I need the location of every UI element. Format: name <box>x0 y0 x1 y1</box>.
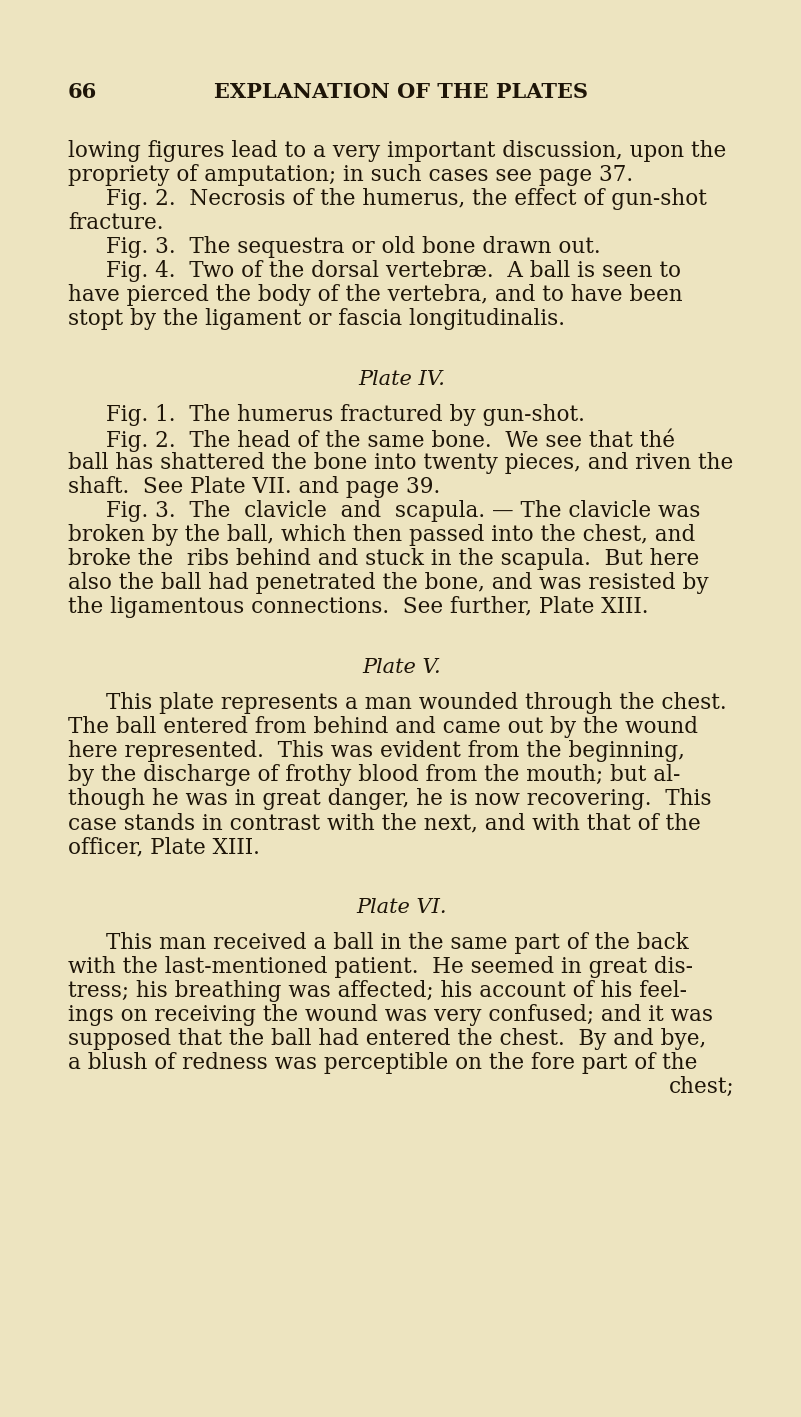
Text: here represented.  This was evident from the beginning,: here represented. This was evident from … <box>68 740 685 762</box>
Text: lowing figures lead to a very important discussion, upon the: lowing figures lead to a very important … <box>68 140 727 162</box>
Text: the ligamentous connections.  See further, Plate XIII.: the ligamentous connections. See further… <box>68 597 649 618</box>
Text: supposed that the ball had entered the chest.  By and bye,: supposed that the ball had entered the c… <box>68 1027 706 1050</box>
Text: ball has shattered the bone into twenty pieces, and riven the: ball has shattered the bone into twenty … <box>68 452 733 475</box>
Text: chest;: chest; <box>670 1076 735 1098</box>
Text: Plate IV.: Plate IV. <box>358 370 445 390</box>
Text: Plate V.: Plate V. <box>362 657 441 677</box>
Text: by the discharge of frothy blood from the mouth; but al-: by the discharge of frothy blood from th… <box>68 764 680 786</box>
Text: shaft.  See Plate VII. and page 39.: shaft. See Plate VII. and page 39. <box>68 476 441 497</box>
Text: This plate represents a man wounded through the chest.: This plate represents a man wounded thro… <box>106 691 727 714</box>
Text: 66: 66 <box>68 82 97 102</box>
Text: EXPLANATION OF THE PLATES: EXPLANATION OF THE PLATES <box>215 82 589 102</box>
Text: Fig. 3.  The  clavicle  and  scapula. — The clavicle was: Fig. 3. The clavicle and scapula. — The … <box>106 500 700 521</box>
Text: broken by the ball, which then passed into the chest, and: broken by the ball, which then passed in… <box>68 524 695 546</box>
Text: ings on receiving the wound was very confused; and it was: ings on receiving the wound was very con… <box>68 1005 713 1026</box>
Text: also the ball had penetrated the bone, and was resisted by: also the ball had penetrated the bone, a… <box>68 572 709 594</box>
Text: a blush of redness was perceptible on the fore part of the: a blush of redness was perceptible on th… <box>68 1051 698 1074</box>
Text: Fig. 2.  The head of the same bone.  We see that thé: Fig. 2. The head of the same bone. We se… <box>106 428 675 452</box>
Text: tress; his breathing was affected; his account of his feel-: tress; his breathing was affected; his a… <box>68 981 687 1002</box>
Text: This man received a ball in the same part of the back: This man received a ball in the same par… <box>106 932 689 954</box>
Text: fracture.: fracture. <box>68 213 163 234</box>
Text: broke the  ribs behind and stuck in the scapula.  But here: broke the ribs behind and stuck in the s… <box>68 548 699 570</box>
Text: with the last-mentioned patient.  He seemed in great dis-: with the last-mentioned patient. He seem… <box>68 956 693 978</box>
Text: Fig. 2.  Necrosis of the humerus, the effect of gun-shot: Fig. 2. Necrosis of the humerus, the eff… <box>106 188 706 210</box>
Text: have pierced the body of the vertebra, and to have been: have pierced the body of the vertebra, a… <box>68 283 682 306</box>
Text: Fig. 4.  Two of the dorsal vertebræ.  A ball is seen to: Fig. 4. Two of the dorsal vertebræ. A ba… <box>106 259 681 282</box>
Text: Fig. 3.  The sequestra or old bone drawn out.: Fig. 3. The sequestra or old bone drawn … <box>106 237 601 258</box>
Text: stopt by the ligament or fascia longitudinalis.: stopt by the ligament or fascia longitud… <box>68 307 565 330</box>
Text: propriety of amputation; in such cases see page 37.: propriety of amputation; in such cases s… <box>68 164 633 186</box>
Text: Fig. 1.  The humerus fractured by gun-shot.: Fig. 1. The humerus fractured by gun-sho… <box>106 404 585 427</box>
Text: though he was in great danger, he is now recovering.  This: though he was in great danger, he is now… <box>68 788 711 811</box>
Text: Plate VI.: Plate VI. <box>356 898 447 917</box>
Text: case stands in contrast with the next, and with that of the: case stands in contrast with the next, a… <box>68 812 701 835</box>
Text: The ball entered from behind and came out by the wound: The ball entered from behind and came ou… <box>68 716 698 738</box>
Text: officer, Plate XIII.: officer, Plate XIII. <box>68 836 260 859</box>
